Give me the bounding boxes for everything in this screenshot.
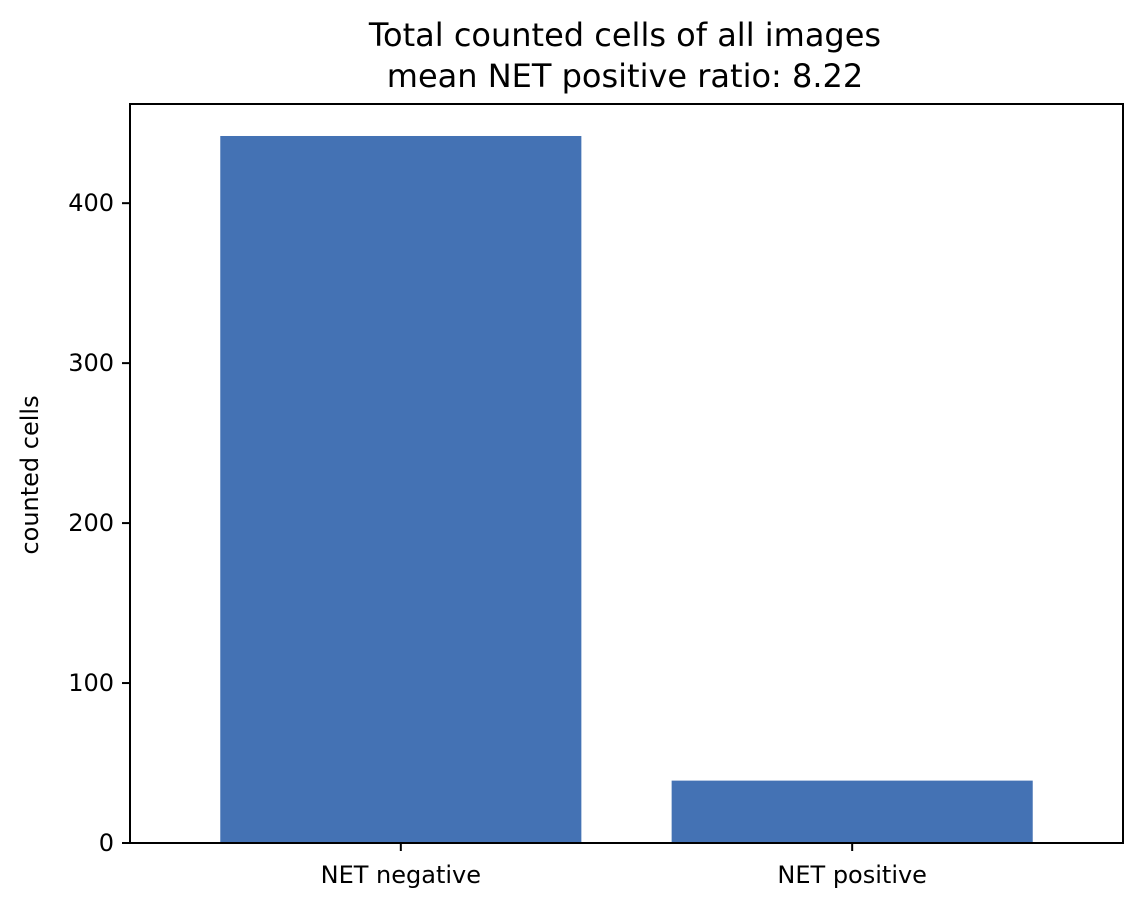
y-tick-label: 200 — [68, 509, 114, 537]
y-tick-label: 400 — [68, 189, 114, 217]
bars-group — [220, 135, 1033, 844]
x-ticks-group: NET negative NET positive — [321, 843, 927, 889]
x-tick-label: NET positive — [777, 861, 927, 889]
y-tick-label: 0 — [99, 829, 114, 857]
chart-title: Total counted cells of all images — [368, 16, 881, 54]
bar-net-negative — [220, 135, 582, 844]
y-ticks-group: 0 100 200 300 400 — [68, 189, 130, 857]
plot-frame — [129, 103, 1124, 844]
chart-subtitle: mean NET positive ratio: 8.22 — [387, 57, 863, 95]
y-tick-label: 300 — [68, 349, 114, 377]
x-tick-label: NET negative — [321, 861, 481, 889]
bar-net-positive — [671, 780, 1033, 843]
y-axis-label: counted cells — [16, 395, 44, 554]
y-tick-label: 100 — [68, 669, 114, 697]
